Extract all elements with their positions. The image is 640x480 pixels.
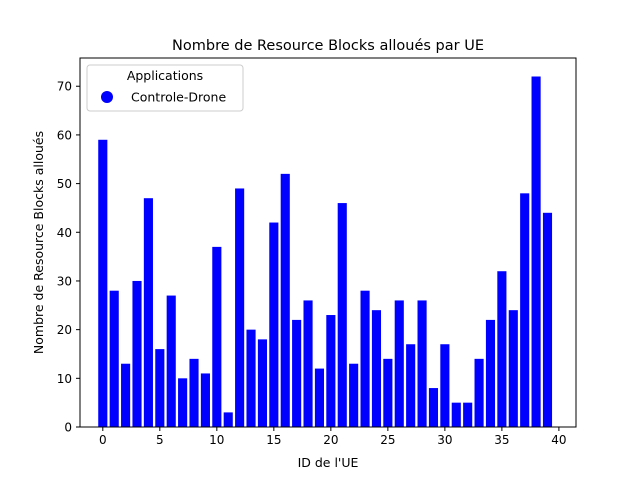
x-tick-label: 10: [209, 433, 224, 447]
x-axis-ticks: 0 5 10 15 20 25 30 35 40: [99, 427, 567, 447]
bar-ue-21: [337, 203, 347, 427]
bar-ue-29: [428, 388, 439, 427]
legend-title: Applications: [127, 68, 203, 83]
legend-marker-controle-drone: [101, 91, 113, 103]
bar-ue-11: [223, 412, 233, 427]
bar-ue-31: [451, 402, 461, 427]
axes-frame: [79, 57, 577, 428]
x-tick-label: 5: [156, 433, 164, 447]
y-tick-label: 70: [57, 80, 72, 94]
bar-ue-22: [349, 363, 359, 427]
bar-ue-32: [463, 402, 473, 427]
bar-ue-1: [109, 290, 119, 427]
bar-ue-13: [246, 329, 256, 427]
legend: Applications Controle-Drone: [86, 64, 244, 112]
x-tick-label: 25: [380, 433, 395, 447]
bar-ue-6: [166, 295, 176, 427]
x-tick-label: 15: [266, 433, 281, 447]
bar-ue-30: [440, 344, 450, 427]
chart-title: Nombre de Resource Blocks alloués par UE: [172, 38, 484, 54]
x-tick-label: 0: [99, 433, 107, 447]
bar-ue-34: [485, 319, 496, 427]
y-tick-label: 10: [57, 372, 72, 386]
bar-ue-28: [417, 300, 427, 427]
bars-group: [98, 76, 553, 427]
bar-ue-36: [508, 310, 518, 427]
bar-ue-27: [406, 344, 416, 427]
y-tick-label: 50: [57, 177, 72, 191]
y-axis-label: Nombre de Resource Blocks alloués: [31, 131, 46, 354]
bar-ue-2: [121, 363, 131, 427]
bar-ue-35: [497, 271, 507, 427]
bar-ue-12: [235, 188, 245, 427]
bar-ue-5: [155, 349, 165, 427]
bar-ue-25: [383, 358, 393, 427]
bar-ue-0: [98, 139, 108, 427]
x-tick-label: 40: [551, 433, 566, 447]
bar-ue-4: [143, 198, 153, 427]
bar-ue-14: [257, 339, 267, 427]
bar-ue-17: [292, 319, 302, 427]
x-tick-label: 30: [437, 433, 452, 447]
bar-ue-16: [280, 173, 290, 427]
bar-ue-10: [212, 246, 222, 427]
x-axis-label: ID de l'UE: [298, 455, 359, 470]
bar-ue-18: [303, 300, 313, 427]
bar-ue-39: [542, 212, 553, 427]
legend-box: [86, 64, 244, 112]
y-tick-label: 60: [57, 128, 72, 142]
bar-ue-20: [326, 315, 336, 427]
bar-ue-33: [474, 358, 484, 427]
bar-ue-23: [360, 290, 370, 427]
y-tick-label: 30: [57, 274, 72, 288]
bar-ue-15: [269, 222, 279, 427]
y-tick-label: 0: [64, 421, 72, 435]
bar-ue-9: [200, 373, 210, 427]
bar-ue-24: [371, 310, 382, 427]
bar-ue-19: [314, 368, 325, 427]
bar-ue-8: [189, 358, 199, 427]
bar-ue-26: [394, 300, 404, 427]
bar-ue-38: [531, 76, 541, 427]
legend-label-controle-drone: Controle-Drone: [131, 90, 226, 105]
x-tick-label: 35: [494, 433, 509, 447]
y-tick-label: 20: [57, 323, 72, 337]
bar-ue-7: [178, 378, 188, 427]
y-tick-label: 40: [57, 226, 72, 240]
x-tick-label: 20: [323, 433, 338, 447]
bar-ue-37: [520, 193, 530, 427]
bar-ue-3: [132, 280, 142, 427]
y-axis-ticks: 0 10 20 30 40 50 60 70: [57, 80, 80, 435]
